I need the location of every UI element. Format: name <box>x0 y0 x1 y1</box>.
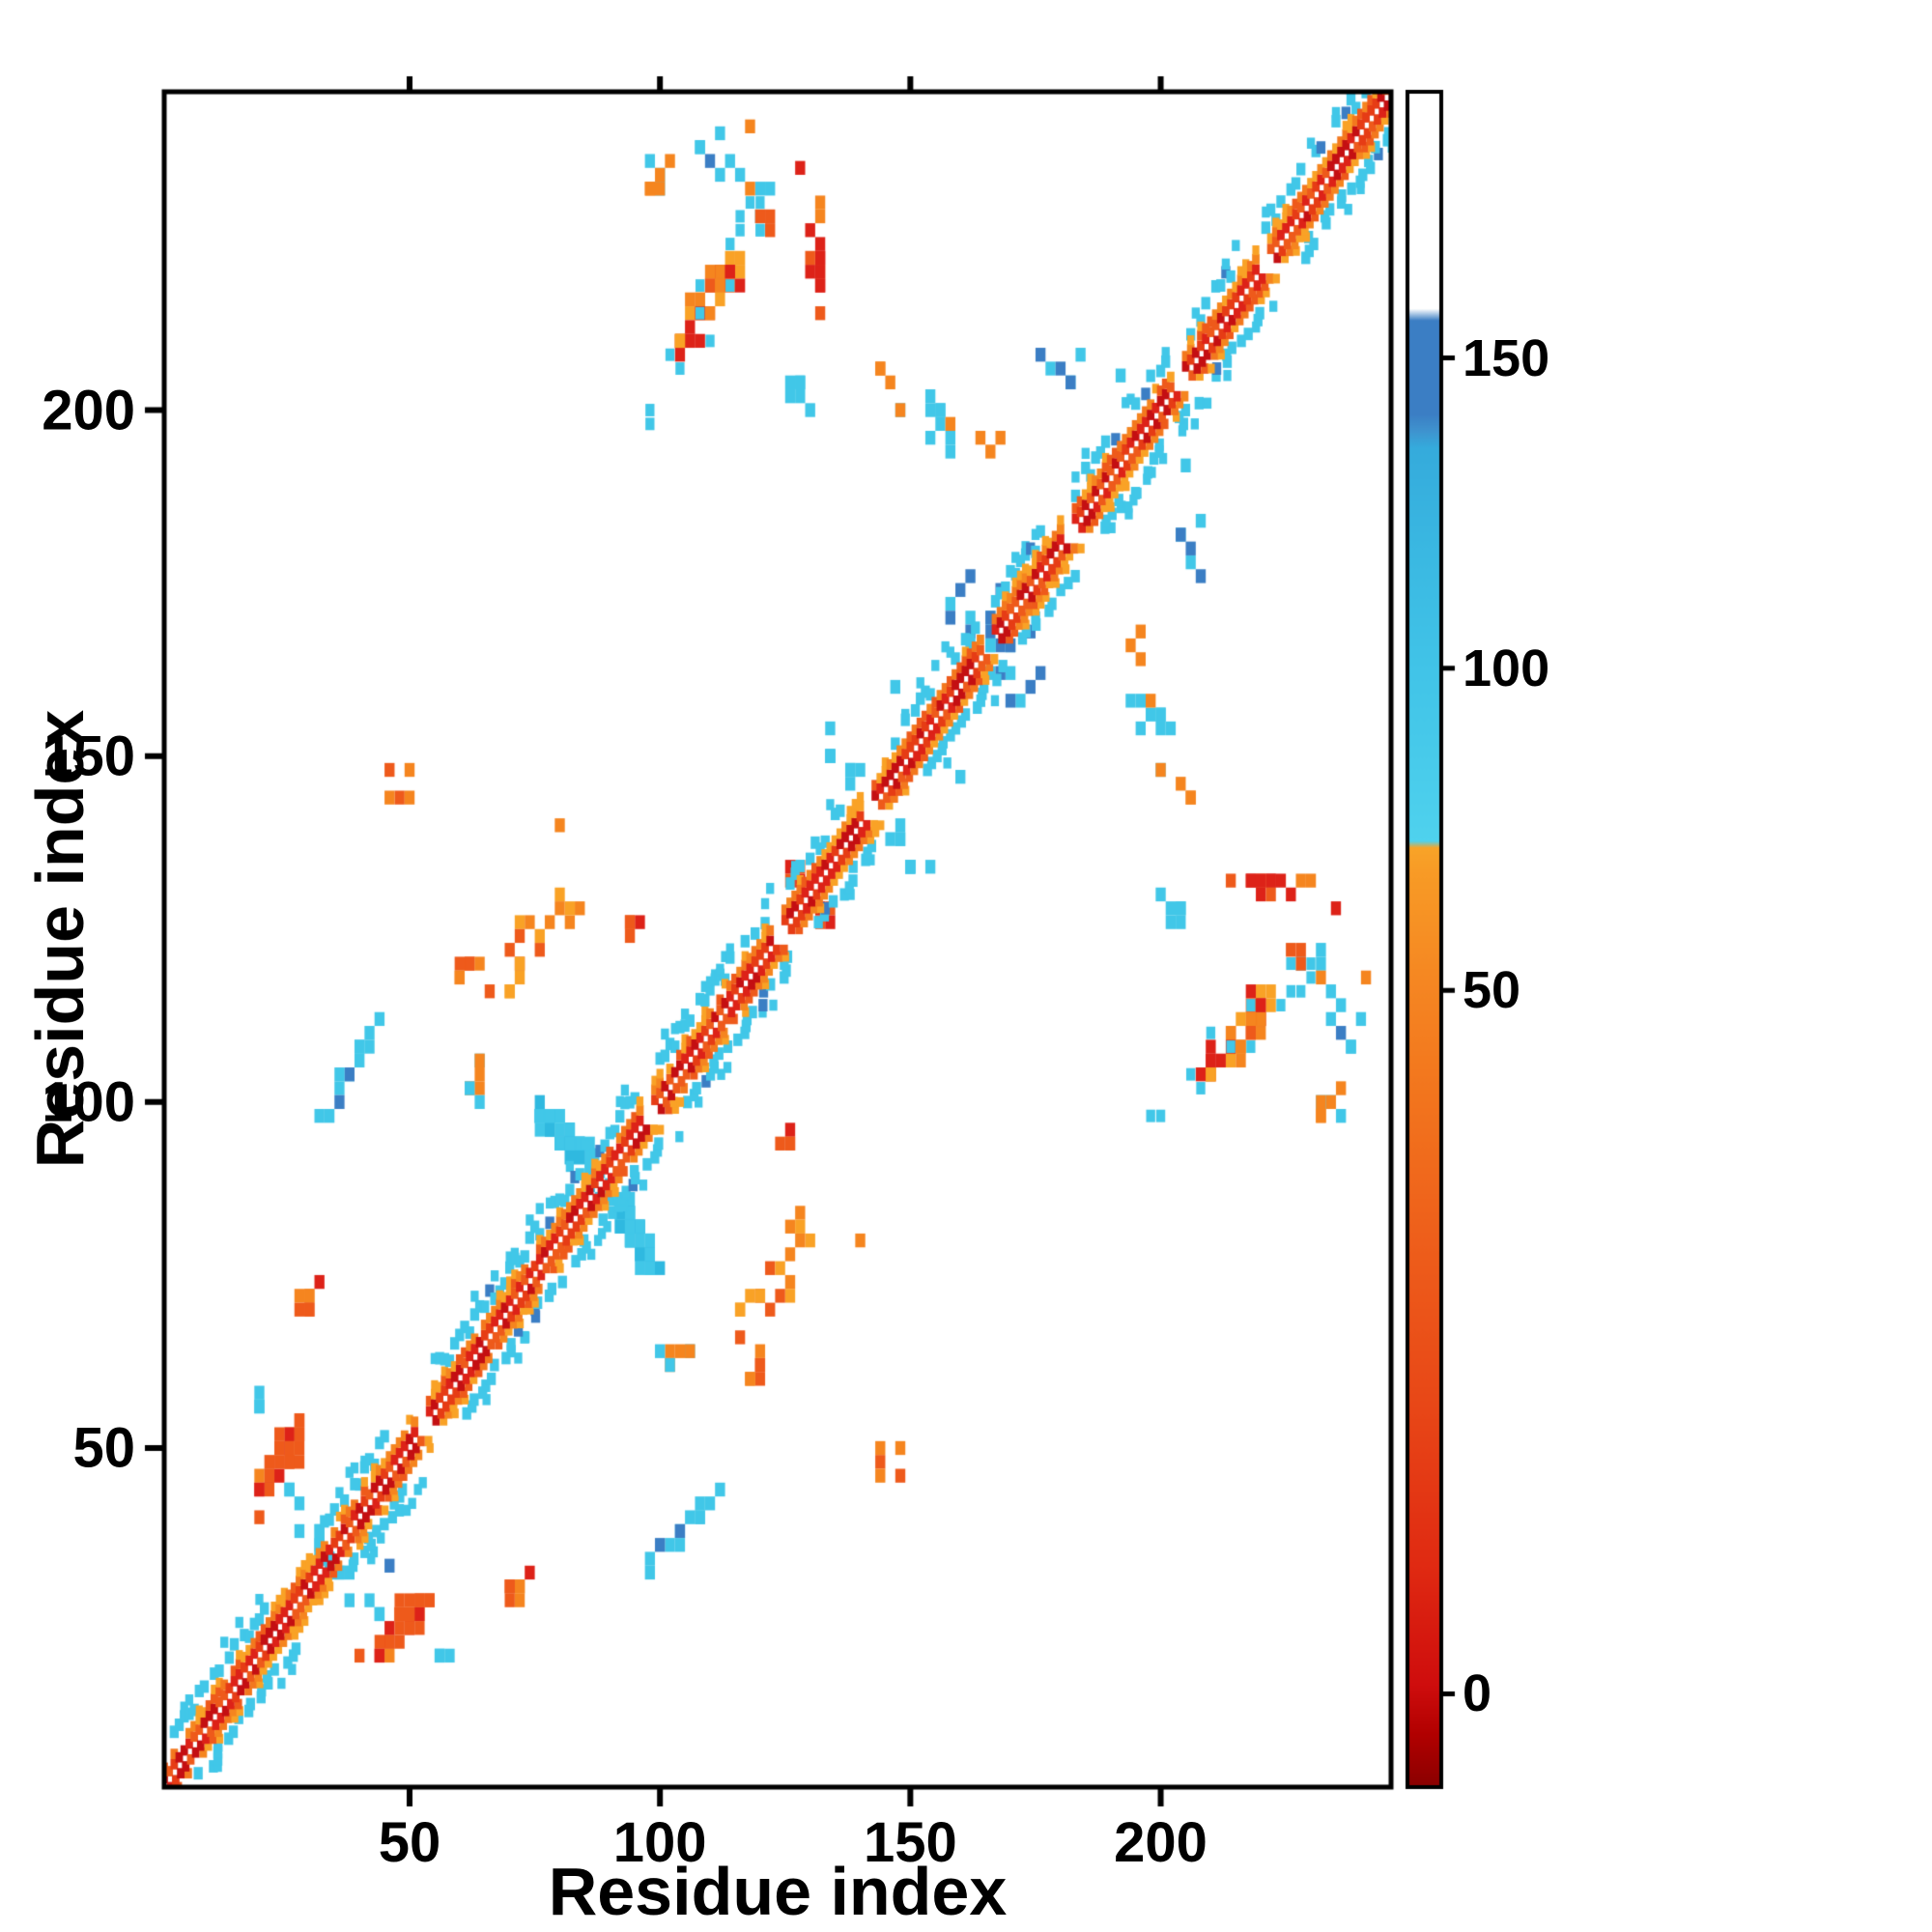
colorbar-tick-label: 0 <box>1463 1664 1492 1723</box>
y-tick-label: 200 <box>42 379 135 441</box>
x-tick-label: 100 <box>612 1811 707 1874</box>
x-tick-label: 200 <box>1114 1811 1208 1874</box>
y-tick-label: 100 <box>42 1070 135 1134</box>
x-tick-label: 150 <box>863 1811 957 1874</box>
y-tick-label: 50 <box>72 1416 135 1480</box>
colorbar-tick-label: 50 <box>1463 961 1521 1020</box>
y-tick-label: 150 <box>42 724 135 788</box>
x-axis-label: Residue index <box>548 1854 1008 1929</box>
x-tick-label: 50 <box>378 1811 441 1874</box>
colorbar-tick-label: 150 <box>1463 328 1550 387</box>
colorbar-tick-label: 100 <box>1463 639 1550 697</box>
